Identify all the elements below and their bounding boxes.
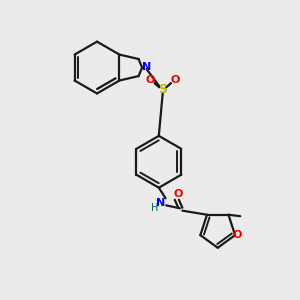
Text: N: N [156,198,165,208]
Text: O: O [173,190,183,200]
Text: H: H [151,203,159,213]
Text: S: S [158,83,167,96]
Text: N: N [142,62,152,72]
Text: O: O [171,75,180,85]
Text: O: O [146,75,155,85]
Text: O: O [233,230,242,240]
